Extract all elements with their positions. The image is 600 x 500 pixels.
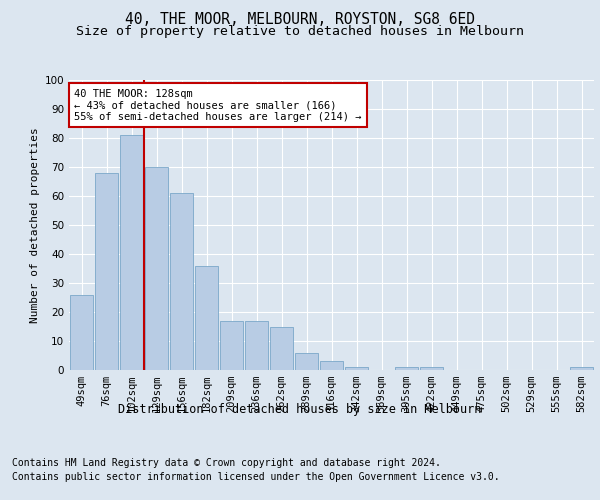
Bar <box>170 193 193 370</box>
Bar <box>95 173 118 370</box>
Bar <box>70 294 94 370</box>
Bar <box>220 320 244 370</box>
Bar <box>269 326 293 370</box>
Text: Contains public sector information licensed under the Open Government Licence v3: Contains public sector information licen… <box>12 472 500 482</box>
Text: 40 THE MOOR: 128sqm
← 43% of detached houses are smaller (166)
55% of semi-detac: 40 THE MOOR: 128sqm ← 43% of detached ho… <box>74 88 362 122</box>
Bar <box>419 367 443 370</box>
Bar <box>395 367 418 370</box>
Bar <box>245 320 268 370</box>
Y-axis label: Number of detached properties: Number of detached properties <box>31 127 40 323</box>
Bar <box>145 167 169 370</box>
Bar <box>320 362 343 370</box>
Text: Distribution of detached houses by size in Melbourn: Distribution of detached houses by size … <box>118 402 482 415</box>
Bar <box>295 352 319 370</box>
Bar <box>119 135 143 370</box>
Text: 40, THE MOOR, MELBOURN, ROYSTON, SG8 6ED: 40, THE MOOR, MELBOURN, ROYSTON, SG8 6ED <box>125 12 475 28</box>
Bar <box>569 367 593 370</box>
Bar <box>344 367 368 370</box>
Bar <box>194 266 218 370</box>
Text: Size of property relative to detached houses in Melbourn: Size of property relative to detached ho… <box>76 25 524 38</box>
Text: Contains HM Land Registry data © Crown copyright and database right 2024.: Contains HM Land Registry data © Crown c… <box>12 458 441 468</box>
